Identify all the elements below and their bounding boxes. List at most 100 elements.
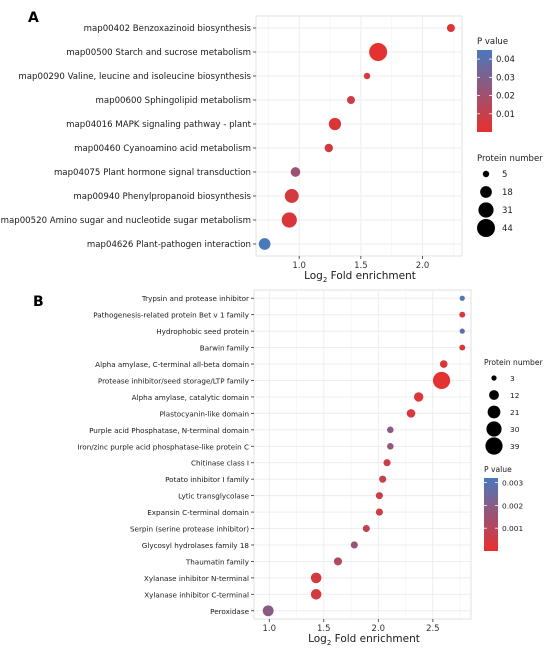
y-category-label: Serpin (serine protease inhibitor) [130, 525, 249, 534]
data-point [459, 344, 466, 351]
panel-letter-b: B [33, 294, 44, 310]
y-category-label: Peroxidase [210, 607, 249, 616]
chart-panel-b: 1.0 1.5 2.0 2.5 Trypsin and protease inhibit… [77, 289, 544, 647]
data-point [362, 524, 370, 533]
y-category-label: map00460 Cyanoamino acid metabolism [74, 144, 251, 154]
y-category-label: Glycosyl hydrolases family 18 [142, 541, 250, 550]
data-point [379, 475, 387, 483]
data-point [406, 409, 416, 418]
y-category-label: map00520 Amino sugar and nucleotide suga… [1, 216, 251, 226]
x-axis-title: Log2 Fold enrichment [308, 633, 420, 647]
y-category-label: map00940 Phenylpropanoid biosynthesis [73, 192, 251, 202]
x-axis-title: Log2 Fold enrichment [304, 270, 416, 284]
size-legend-title: Protein number [484, 358, 544, 367]
size-legend-label: 31 [502, 206, 513, 216]
data-point [328, 117, 342, 131]
color-legend-bar [484, 478, 498, 551]
y-category-label: Trypsin and protease inhibitor [141, 294, 249, 303]
data-point [459, 311, 466, 318]
y-category-label: Lytic transglycolase [178, 492, 249, 501]
data-point [262, 605, 274, 617]
data-point [383, 459, 391, 467]
size-legend-label: 44 [502, 224, 513, 234]
plot-area [253, 289, 472, 620]
y-category-label: Alpha amylase, C-terminal all-beta domai… [95, 360, 249, 369]
x-tick-label: 2.5 [426, 624, 440, 634]
data-point [375, 508, 383, 516]
size-legend-label: 39 [510, 442, 520, 451]
size-legend-label: 30 [510, 425, 520, 434]
color-legend-label: 0.003 [502, 479, 523, 488]
x-tick-label: 1.0 [292, 261, 306, 271]
color-legend-bar [477, 50, 492, 132]
color-legend-label: 0.04 [496, 55, 515, 65]
size-legend-circle [489, 390, 499, 400]
data-point [369, 43, 388, 61]
x-tick-label: 1.5 [354, 261, 368, 271]
x-tick-label: 2.0 [416, 261, 430, 271]
data-point [446, 24, 455, 32]
size-legend-circle [487, 405, 501, 419]
y-category-label: Expansin C-terminal domain [147, 508, 249, 517]
y-category-label: Pathogenesis-related protein Bet v 1 fam… [93, 311, 250, 320]
y-category-label: Barwin family [200, 344, 250, 353]
size-legend-label: 12 [510, 391, 519, 400]
y-category-label: Chitinase class I [191, 459, 249, 468]
y-category-label: Xylanase inhibitor C-terminal [144, 590, 249, 599]
data-point [439, 360, 448, 368]
size-legend-circle [477, 219, 495, 237]
size-legend-circle [480, 186, 492, 198]
color-legend-label: 0.03 [496, 73, 515, 83]
data-point [284, 189, 299, 203]
data-point [363, 72, 371, 80]
size-legend-label: 21 [510, 408, 520, 417]
data-point [258, 238, 271, 250]
size-legend-label: 18 [502, 188, 513, 198]
color-legend-title: P value [477, 37, 508, 47]
data-point [310, 589, 322, 600]
y-category-label: map04626 Plant-pathogen interaction [87, 240, 251, 250]
data-point [432, 371, 451, 390]
y-category-label: map00402 Benzoxazinoid biosynthesis [84, 24, 252, 34]
y-category-label: map04075 Plant hormone signal transducti… [54, 168, 251, 178]
data-point [333, 557, 343, 566]
size-legend-label: 3 [510, 374, 515, 383]
data-point [375, 492, 383, 500]
data-point [324, 143, 333, 153]
size-legend-label: 5 [502, 170, 507, 180]
size-legend-circle [491, 375, 497, 381]
y-category-label: Iron/zinc purple acid phosphatase-like p… [77, 442, 249, 451]
y-category-label: Hydrophobic seed protein [156, 327, 249, 336]
data-point [459, 328, 465, 334]
data-point [281, 212, 297, 228]
color-legend-title: P value [484, 465, 512, 474]
x-tick-label: 1.0 [263, 624, 277, 634]
data-point [290, 167, 301, 177]
y-category-label: map00500 Starch and sucrose metabolism [66, 48, 251, 58]
size-legend-circle [486, 421, 502, 437]
y-category-label: map04016 MAPK signaling pathway - plant [66, 120, 251, 130]
data-point [413, 392, 424, 402]
size-legend-circle [478, 202, 494, 218]
y-category-label: map00290 Valine, leucine and isoleucine … [18, 72, 251, 82]
y-category-label: Potato inhibitor I family [165, 475, 250, 484]
color-legend-label: 0.02 [496, 92, 515, 102]
data-point [347, 96, 355, 104]
y-category-label: Alpha amylase, catalytic domain [132, 393, 249, 402]
y-category-label: map00600 Sphingolipid metabolism [95, 96, 251, 106]
y-category-label: Protease inhibitor/seed storage/LTP fami… [98, 376, 250, 385]
x-tick-label: 1.5 [317, 624, 331, 634]
y-category-label: Purple acid Phosphatase, N-terminal doma… [89, 426, 249, 435]
panel-letter-a: A [28, 10, 39, 26]
color-legend-label: 0.002 [502, 501, 523, 510]
color-legend-label: 0.001 [502, 524, 523, 533]
data-point [310, 572, 322, 584]
color-legend-label: 0.01 [496, 110, 515, 120]
size-legend-title: Protein number [477, 154, 543, 164]
data-point [387, 426, 394, 434]
y-category-label: Thaumatin family [185, 557, 250, 566]
chart-panel-a: 1.0 1.5 2.0 map00402 Benzoxazinoid biosynth… [1, 15, 543, 284]
data-point [350, 541, 358, 549]
data-point [459, 295, 465, 301]
